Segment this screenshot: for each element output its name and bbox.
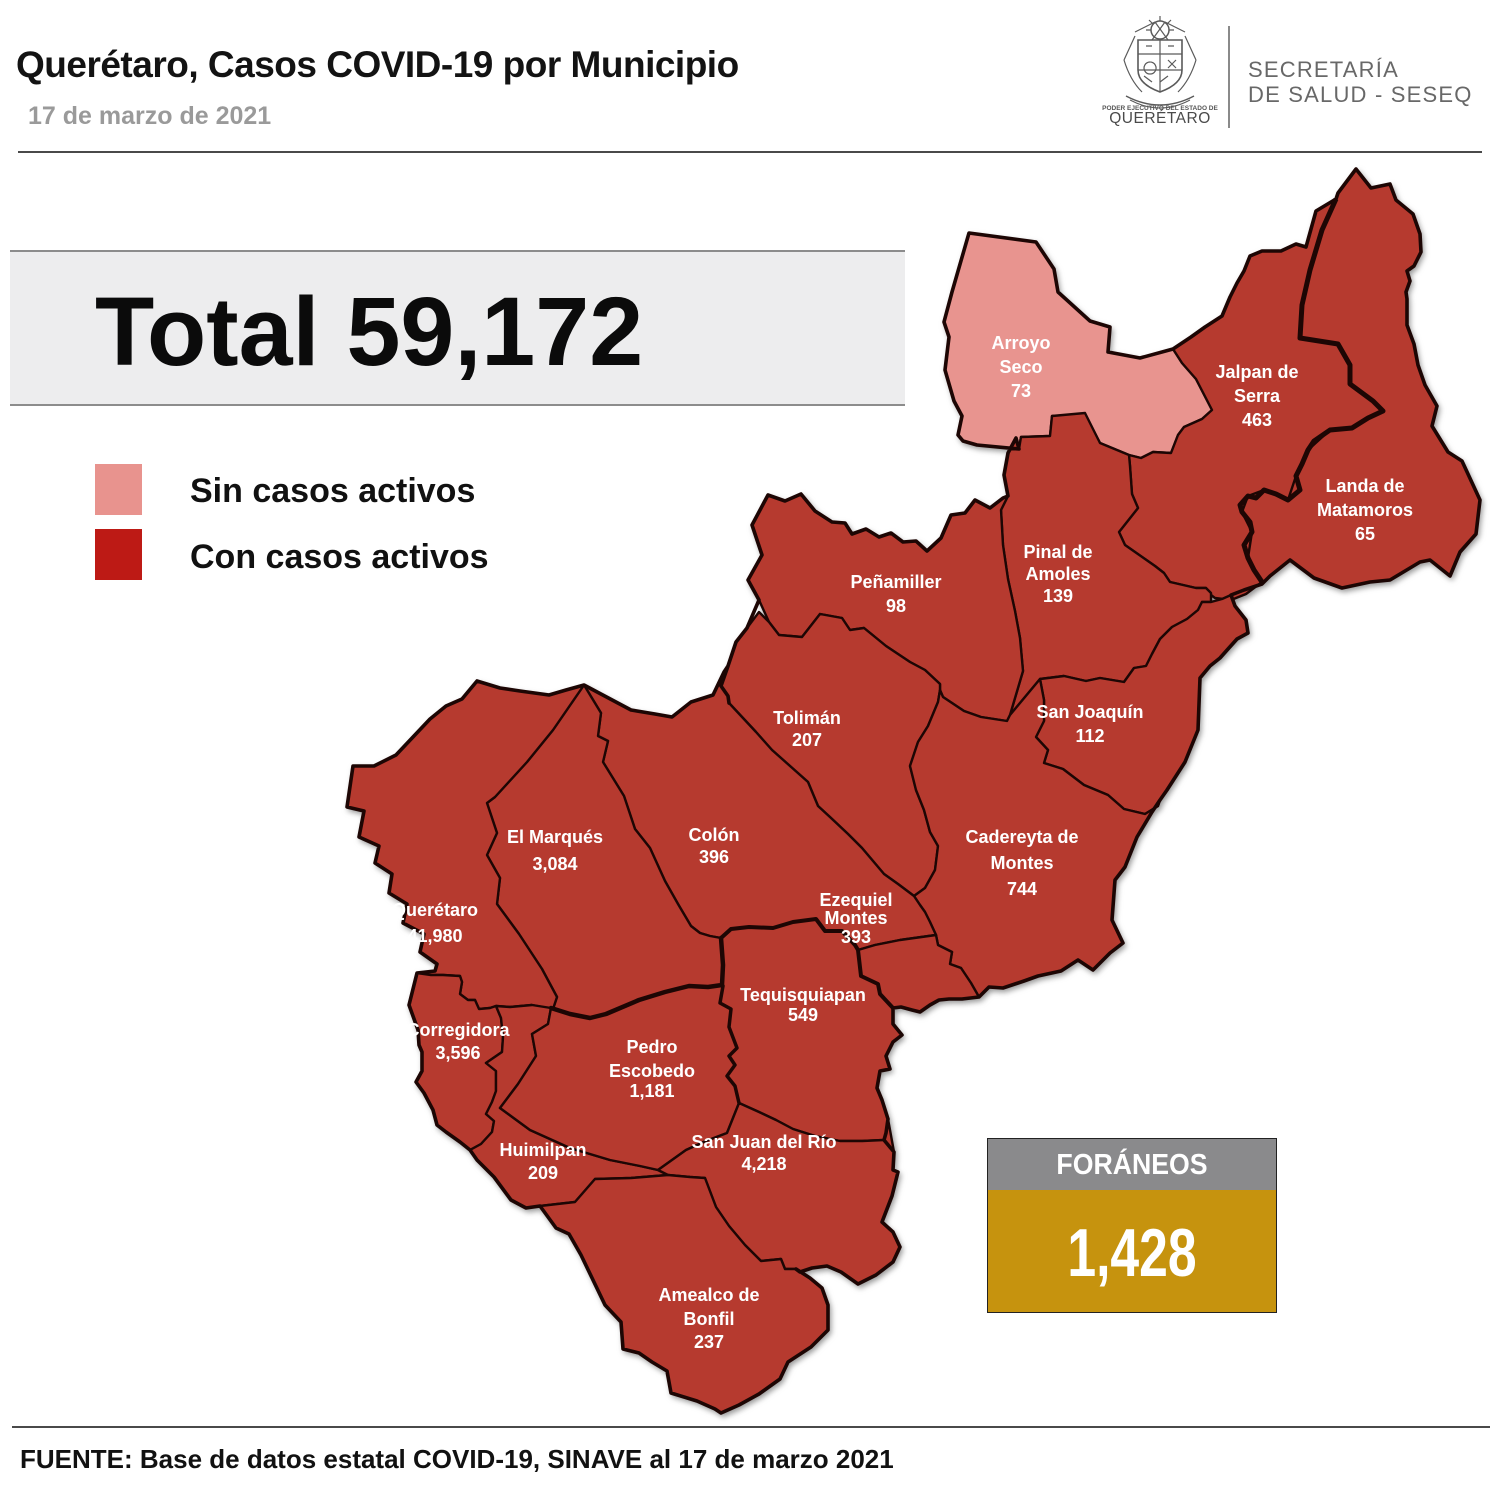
- svg-text:4,218: 4,218: [741, 1154, 786, 1174]
- svg-text:3,596: 3,596: [435, 1043, 480, 1063]
- svg-text:Matamoros: Matamoros: [1317, 500, 1413, 520]
- svg-text:Seco: Seco: [999, 357, 1042, 377]
- svg-text:Landa de: Landa de: [1325, 476, 1404, 496]
- svg-text:Montes: Montes: [991, 853, 1054, 873]
- svg-text:393: 393: [841, 927, 871, 947]
- svg-text:41,980: 41,980: [407, 926, 462, 946]
- svg-text:Tolimán: Tolimán: [773, 708, 841, 728]
- svg-text:Tequisquiapan: Tequisquiapan: [740, 985, 866, 1005]
- svg-text:Serra: Serra: [1234, 386, 1281, 406]
- svg-text:Amoles: Amoles: [1025, 564, 1090, 584]
- svg-text:112: 112: [1075, 726, 1104, 746]
- svg-text:Peñamiller: Peñamiller: [850, 572, 941, 592]
- svg-text:Montes: Montes: [825, 908, 888, 928]
- svg-text:Huimilpan: Huimilpan: [499, 1140, 586, 1160]
- svg-text:237: 237: [694, 1332, 724, 1352]
- svg-text:Arroyo: Arroyo: [991, 333, 1050, 353]
- svg-text:Escobedo: Escobedo: [609, 1061, 695, 1081]
- svg-text:Querétaro: Querétaro: [392, 900, 478, 920]
- svg-text:139: 139: [1043, 586, 1073, 606]
- svg-text:Ezequiel: Ezequiel: [819, 890, 892, 910]
- svg-text:San Joaquín: San Joaquín: [1036, 702, 1143, 722]
- svg-text:Jalpan de: Jalpan de: [1215, 362, 1298, 382]
- svg-text:San Juan del Río: San Juan del Río: [691, 1132, 836, 1152]
- svg-text:Corregidora: Corregidora: [406, 1020, 510, 1040]
- svg-text:Bonfil: Bonfil: [684, 1309, 735, 1329]
- svg-text:396: 396: [699, 847, 729, 867]
- svg-text:Colón: Colón: [689, 825, 740, 845]
- svg-text:Pedro: Pedro: [626, 1037, 677, 1057]
- svg-text:Amealco de: Amealco de: [658, 1285, 759, 1305]
- svg-text:1,181: 1,181: [629, 1081, 674, 1101]
- svg-text:73: 73: [1011, 381, 1031, 401]
- svg-text:3,084: 3,084: [532, 854, 577, 874]
- svg-text:Cadereyta de: Cadereyta de: [965, 827, 1078, 847]
- svg-text:65: 65: [1355, 524, 1375, 544]
- svg-text:463: 463: [1242, 410, 1272, 430]
- svg-text:El Marqués: El Marqués: [507, 827, 603, 847]
- svg-text:207: 207: [792, 730, 822, 750]
- svg-text:Pinal de: Pinal de: [1023, 542, 1092, 562]
- svg-text:209: 209: [528, 1163, 558, 1183]
- svg-text:549: 549: [788, 1005, 818, 1025]
- svg-text:98: 98: [886, 596, 906, 616]
- svg-text:744: 744: [1007, 879, 1037, 899]
